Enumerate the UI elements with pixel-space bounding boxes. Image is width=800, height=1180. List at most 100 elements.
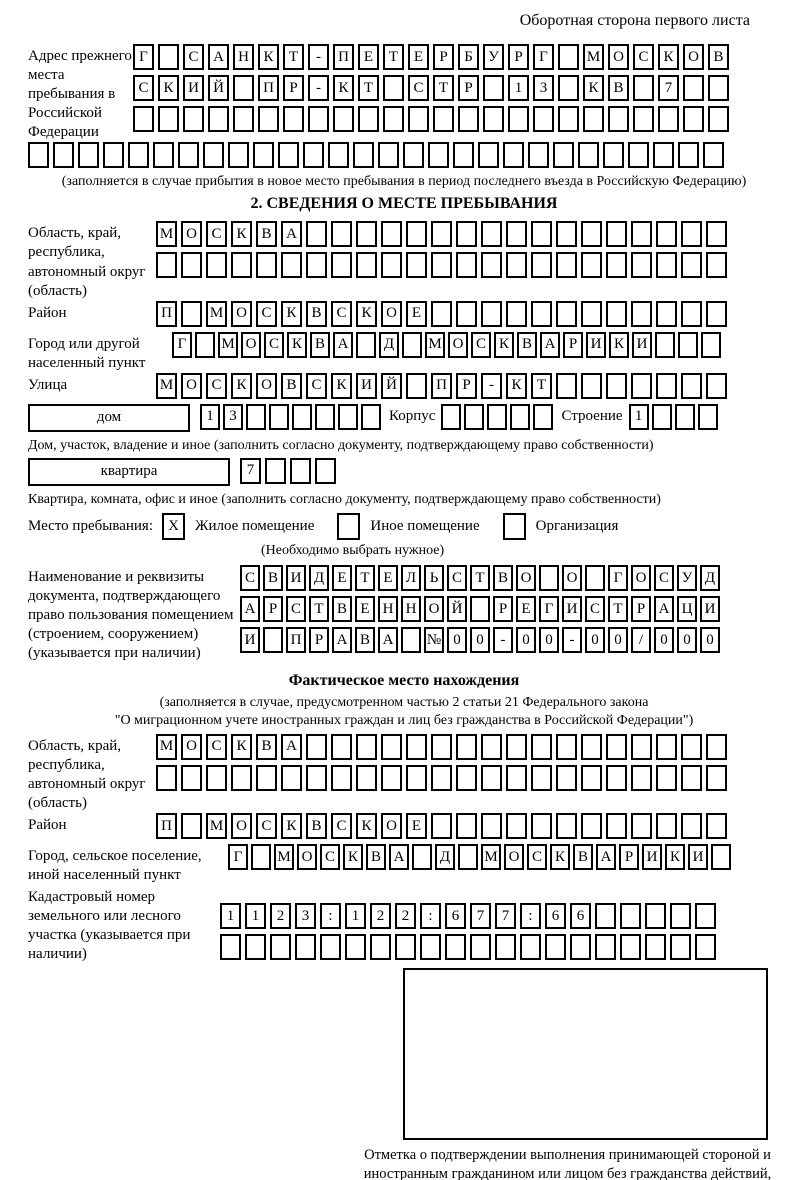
char-cell[interactable] (520, 934, 541, 961)
char-cell[interactable] (345, 934, 366, 961)
char-cell[interactable] (356, 331, 376, 358)
char-cell[interactable] (683, 75, 704, 101)
char-cell[interactable] (28, 142, 49, 169)
char-cell[interactable] (406, 733, 427, 760)
char-cell[interactable]: О (516, 565, 536, 592)
char-cell[interactable] (703, 142, 724, 169)
char-cell[interactable] (711, 844, 731, 871)
char-cell[interactable] (481, 813, 502, 840)
char-cell[interactable]: М (206, 813, 227, 840)
char-cell[interactable] (433, 106, 454, 132)
char-cell[interactable]: 2 (370, 903, 391, 930)
char-cell[interactable] (456, 813, 477, 840)
char-cell[interactable] (456, 300, 477, 327)
char-cell[interactable]: Е (332, 565, 352, 592)
char-cell[interactable]: О (231, 300, 252, 327)
char-cell[interactable]: П (333, 44, 354, 70)
char-cell[interactable]: Г (133, 44, 154, 70)
char-cell[interactable]: П (431, 372, 452, 399)
char-cell[interactable] (381, 221, 402, 248)
char-cell[interactable] (203, 142, 224, 169)
char-cell[interactable]: М (218, 331, 238, 358)
char-cell[interactable] (458, 106, 479, 132)
char-cell[interactable] (631, 221, 652, 248)
char-cell[interactable] (681, 221, 702, 248)
char-cell[interactable] (181, 764, 202, 791)
char-cell[interactable] (506, 813, 527, 840)
char-cell[interactable]: 1 (200, 403, 220, 430)
char-cell[interactable] (583, 106, 604, 132)
char-cell[interactable] (553, 142, 574, 169)
char-cell[interactable] (270, 934, 291, 961)
char-cell[interactable]: О (181, 372, 202, 399)
char-cell[interactable]: М (206, 300, 227, 327)
char-cell[interactable] (181, 252, 202, 279)
char-cell[interactable] (406, 372, 427, 399)
char-cell[interactable] (628, 142, 649, 169)
char-cell[interactable]: И (356, 372, 377, 399)
char-cell[interactable] (315, 457, 336, 484)
char-cell[interactable] (706, 221, 727, 248)
char-cell[interactable]: 1 (345, 903, 366, 930)
char-cell[interactable] (620, 903, 641, 930)
char-cell[interactable]: К (609, 331, 629, 358)
char-cell[interactable]: 1 (508, 75, 529, 101)
char-cell[interactable] (506, 252, 527, 279)
char-cell[interactable] (506, 733, 527, 760)
char-cell[interactable] (670, 903, 691, 930)
char-cell[interactable]: - (493, 627, 513, 654)
char-cell[interactable] (708, 75, 729, 101)
char-cell[interactable]: Л (401, 565, 421, 592)
char-cell[interactable] (581, 252, 602, 279)
char-cell[interactable] (133, 106, 154, 132)
char-cell[interactable]: А (281, 221, 302, 248)
char-cell[interactable] (53, 142, 74, 169)
char-cell[interactable] (481, 733, 502, 760)
char-cell[interactable]: С (256, 300, 277, 327)
char-cell[interactable] (420, 934, 441, 961)
char-cell[interactable] (558, 44, 579, 70)
char-cell[interactable] (458, 844, 478, 871)
char-cell[interactable]: М (156, 372, 177, 399)
char-cell[interactable] (245, 934, 266, 961)
char-cell[interactable] (706, 733, 727, 760)
char-cell[interactable] (292, 403, 312, 430)
char-cell[interactable] (478, 142, 499, 169)
char-cell[interactable]: В (332, 596, 352, 623)
char-cell[interactable] (620, 934, 641, 961)
char-cell[interactable] (231, 764, 252, 791)
char-cell[interactable]: К (281, 813, 302, 840)
char-cell[interactable] (103, 142, 124, 169)
char-cell[interactable] (258, 106, 279, 132)
char-cell[interactable]: Д (700, 565, 720, 592)
char-cell[interactable]: И (562, 596, 582, 623)
char-cell[interactable] (456, 764, 477, 791)
char-cell[interactable]: Е (406, 300, 427, 327)
char-cell[interactable]: 1 (220, 903, 241, 930)
char-cell[interactable]: К (665, 844, 685, 871)
char-cell[interactable]: Н (233, 44, 254, 70)
char-cell[interactable] (283, 106, 304, 132)
char-cell[interactable]: Ц (677, 596, 697, 623)
char-cell[interactable]: А (332, 627, 352, 654)
char-cell[interactable] (581, 372, 602, 399)
char-cell[interactable] (631, 733, 652, 760)
char-cell[interactable] (681, 252, 702, 279)
char-cell[interactable]: С (527, 844, 547, 871)
char-cell[interactable]: В (573, 844, 593, 871)
char-cell[interactable] (655, 331, 675, 358)
char-cell[interactable]: А (596, 844, 616, 871)
char-cell[interactable]: К (550, 844, 570, 871)
char-cell[interactable] (464, 403, 485, 430)
char-cell[interactable]: И (642, 844, 662, 871)
char-cell[interactable]: К (494, 331, 514, 358)
char-cell[interactable]: 3 (295, 903, 316, 930)
char-cell[interactable] (706, 252, 727, 279)
char-cell[interactable]: Б (458, 44, 479, 70)
char-cell[interactable] (406, 221, 427, 248)
char-cell[interactable] (431, 764, 452, 791)
char-cell[interactable]: И (586, 331, 606, 358)
char-cell[interactable]: Р (458, 75, 479, 101)
char-cell[interactable] (370, 934, 391, 961)
char-cell[interactable]: Т (383, 44, 404, 70)
